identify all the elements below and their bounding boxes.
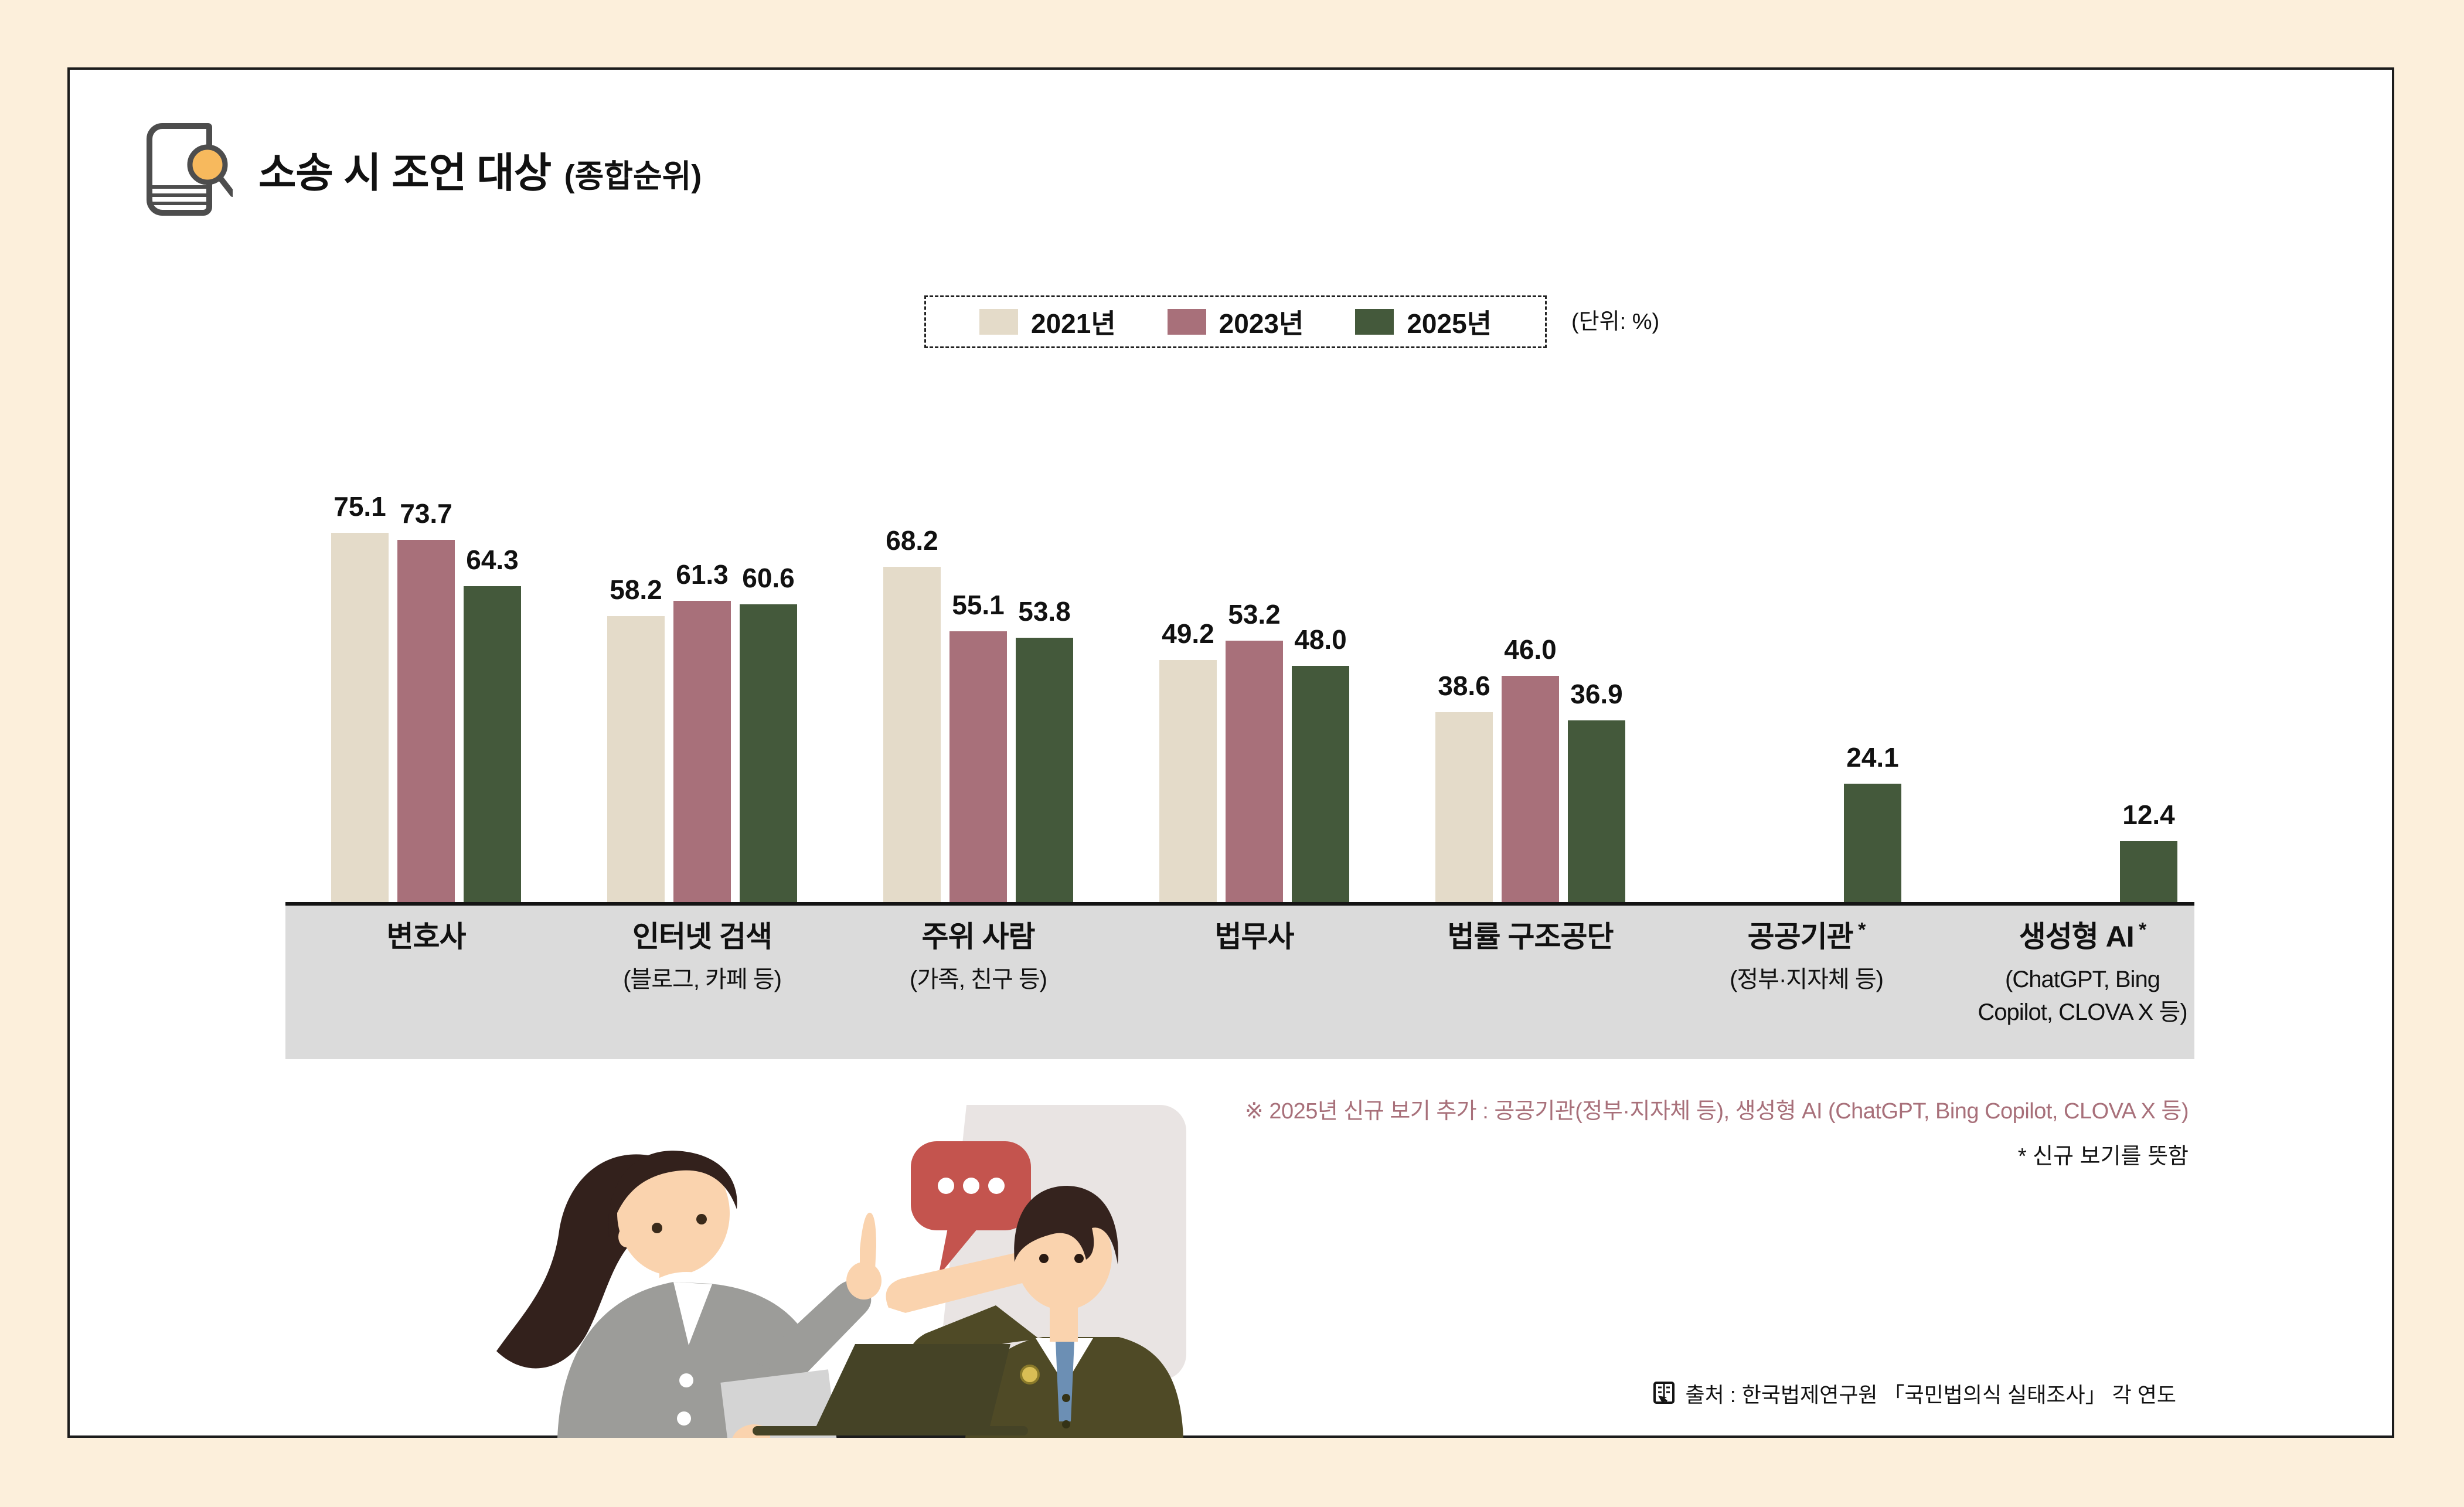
legend-label: 2021년: [1031, 308, 1116, 339]
category-sub-label: (블로그, 카페 등): [623, 967, 782, 992]
unit-note: (단위: %): [1571, 309, 1660, 334]
legend-item: 2023년: [1167, 302, 1304, 341]
document-pointer-icon: [1653, 1382, 1675, 1404]
bar-2025년-변호사: [464, 586, 521, 902]
bar-2021년-변호사: [331, 533, 389, 902]
bar-value-label: 61.3: [676, 559, 729, 590]
bar-value-label: 73.7: [400, 498, 452, 529]
x-axis-band: [285, 906, 2194, 1059]
bar-2025년-인터넷 검색: [740, 604, 797, 902]
footnote-asterisk: * 신규 보기를 뜻함: [2017, 1144, 2189, 1169]
legend-swatch: [1355, 309, 1394, 335]
category-sub-label: (정부·지자체 등): [1730, 967, 1884, 992]
bar-2025년-생성형 AI: [2120, 841, 2177, 902]
legend-item: 2021년: [979, 302, 1116, 341]
category-main-label: 인터넷 검색: [632, 920, 772, 953]
bar-value-label: 24.1: [1846, 742, 1899, 773]
chart-legend: 2021년 2023년 2025년: [924, 295, 1547, 348]
bar-2021년-법무사: [1159, 660, 1217, 902]
title-suffix: (종합순위): [564, 158, 702, 194]
bar-2023년-변호사: [397, 540, 455, 902]
bar-value-label: 49.2: [1162, 618, 1214, 649]
category-label-생성형 AI: 생성형 AI * (ChatGPT, Bing Copilot, CLOVA X …: [1968, 919, 2197, 1029]
category-main-label: 공공기관 *: [1747, 919, 1866, 953]
bar-value-label: 38.6: [1438, 671, 1490, 701]
bar-value-label: 12.4: [2122, 800, 2175, 830]
bar-2023년-주위 사람: [949, 631, 1007, 902]
category-sub-label: (ChatGPT, Bing Copilot, CLOVA X 등): [1978, 967, 2187, 1025]
bar-2021년-주위 사람: [883, 567, 941, 902]
category-label-법무사: 법무사: [1117, 919, 1392, 955]
category-label-법률 구조공단: 법률 구조공단: [1393, 919, 1668, 955]
bar-value-label: 58.2: [610, 574, 662, 605]
book-search-icon: [147, 123, 233, 216]
new-item-asterisk: *: [1853, 919, 1866, 941]
chart-panel: 소송 시 조언 대상 (종합순위) 2021년 2023년 2025년 (단위: %…: [67, 67, 2394, 1438]
pointing-hand: [846, 1212, 882, 1300]
bar-2023년-법률 구조공단: [1502, 676, 1559, 902]
bar-value-label: 36.9: [1570, 679, 1623, 709]
category-label-인터넷 검색: 인터넷 검색 (블로그, 카페 등): [564, 919, 840, 996]
bar-2023년-인터넷 검색: [673, 601, 731, 902]
category-main-label: 생성형 AI *: [2019, 919, 2147, 953]
source-text: 출처 : 한국법제연구원 「국민법의식 실태조사」 각 연도: [1685, 1383, 2176, 1407]
bar-2023년-법무사: [1226, 641, 1283, 902]
bar-2021년-법률 구조공단: [1435, 712, 1493, 902]
bar-value-label: 53.8: [1018, 596, 1071, 627]
chat-bubble-icon: [911, 1141, 1031, 1276]
category-main-label: 변호사: [386, 920, 467, 953]
title-text: 소송 시 조언 대상: [258, 149, 552, 196]
bar-2021년-인터넷 검색: [607, 616, 665, 902]
new-item-asterisk: *: [2133, 919, 2146, 941]
legend-label: 2025년: [1407, 308, 1492, 339]
bar-2025년-법무사: [1292, 666, 1349, 902]
legend-swatch: [979, 309, 1019, 335]
bar-value-label: 55.1: [952, 590, 1005, 620]
laptop-icon: [753, 1344, 1028, 1435]
category-sub-label: (가족, 친구 등): [910, 967, 1047, 992]
legend-swatch: [1167, 309, 1206, 335]
bar-2025년-공공기관: [1844, 784, 1901, 902]
category-label-변호사: 변호사: [288, 919, 564, 955]
legend-item: 2025년: [1355, 302, 1492, 341]
bar-value-label: 60.6: [742, 563, 795, 593]
category-main-label: 주위 사람: [921, 920, 1036, 953]
bar-value-label: 53.2: [1228, 599, 1281, 630]
x-axis-line: [285, 902, 2194, 906]
bar-value-label: 68.2: [886, 525, 938, 556]
category-main-label: 법률 구조공단: [1447, 920, 1614, 953]
consultation-illustration: [496, 1105, 1186, 1438]
bar-value-label: 46.0: [1504, 634, 1557, 665]
bar-value-label: 75.1: [333, 491, 386, 522]
bar-value-label: 64.3: [466, 545, 519, 575]
bar-2025년-법률 구조공단: [1568, 720, 1625, 902]
legend-label: 2023년: [1219, 308, 1304, 339]
header: 소송 시 조언 대상 (종합순위): [145, 121, 702, 217]
category-main-label: 법무사: [1214, 920, 1295, 953]
footnote-new-items: ※ 2025년 신규 보기 추가 : 공공기관(정부·지자체 등), 생성형 A…: [1244, 1099, 2189, 1124]
category-label-주위 사람: 주위 사람 (가족, 친구 등): [840, 919, 1116, 996]
source-line: 출처 : 한국법제연구원 「국민법의식 실태조사」 각 연도: [1651, 1378, 2176, 1409]
bar-value-label: 48.0: [1294, 624, 1347, 655]
page-title: 소송 시 조언 대상 (종합순위): [258, 140, 702, 199]
bar-2025년-주위 사람: [1016, 638, 1073, 902]
category-label-공공기관: 공공기관 * (정부·지자체 등): [1669, 919, 1944, 996]
woman-figure: [496, 1151, 882, 1438]
